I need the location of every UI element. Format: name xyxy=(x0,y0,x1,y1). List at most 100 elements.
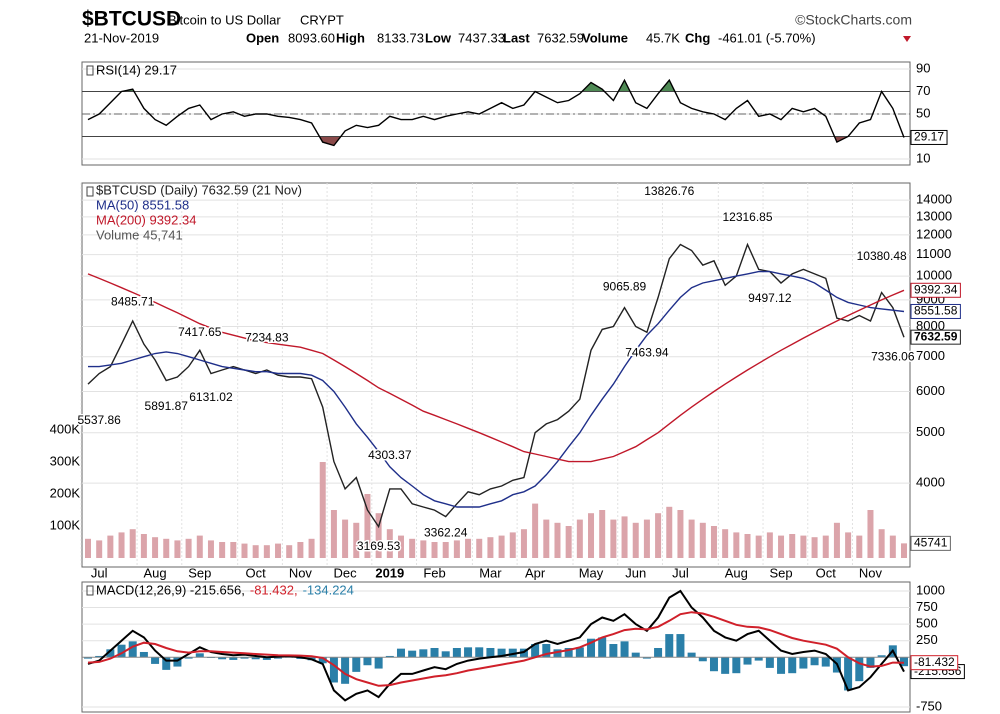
volume-bar xyxy=(286,545,293,558)
x-tick-label: Oct xyxy=(816,565,837,580)
panel-frame xyxy=(81,61,911,166)
annotation: 13826.76 xyxy=(644,184,694,198)
y-tick-label: 12000 xyxy=(916,226,952,241)
volume-bar xyxy=(722,529,729,558)
histogram-bar xyxy=(553,649,562,658)
volume-bar xyxy=(207,540,214,558)
y-tick-label: 14000 xyxy=(916,192,952,207)
volume-bar xyxy=(901,543,907,558)
volume-bar xyxy=(375,513,382,558)
histogram-bar xyxy=(173,657,182,667)
end-label: 9392.34 xyxy=(914,282,958,296)
histogram-bar xyxy=(821,657,830,667)
annotation: 7234.83 xyxy=(245,330,289,344)
volume-bar xyxy=(733,532,740,558)
volume-bar xyxy=(845,532,852,558)
volume-tick-label: 200K xyxy=(50,485,81,500)
volume-bar xyxy=(833,522,840,558)
x-tick-label: Nov xyxy=(859,565,883,580)
end-label-box xyxy=(910,282,961,298)
volume-bar xyxy=(822,535,829,558)
histogram-bar xyxy=(721,657,730,674)
annotation: 5537.86 xyxy=(77,413,121,427)
volume-bar xyxy=(353,522,360,558)
series-line xyxy=(87,78,905,147)
histogram-bar xyxy=(765,657,774,668)
histogram-bar xyxy=(810,657,819,666)
y-tick-label: -750 xyxy=(916,698,942,713)
volume-bar xyxy=(431,542,438,558)
histogram-bar xyxy=(866,657,875,668)
histogram-bar xyxy=(754,657,763,661)
histogram-bar xyxy=(139,651,148,658)
histogram-bar xyxy=(575,647,584,658)
legend-entry: Volume 45,741 xyxy=(96,227,183,242)
volume-bar xyxy=(107,535,114,558)
volume-bar xyxy=(342,519,349,558)
x-tick-label: Jul xyxy=(91,565,108,580)
volume-bar xyxy=(554,522,561,558)
histogram-bar xyxy=(251,657,260,660)
volume-bar xyxy=(230,542,237,558)
histogram-bar xyxy=(385,655,394,658)
x-tick-label: Jun xyxy=(625,565,646,580)
annotation: 4303.37 xyxy=(368,448,412,462)
x-tick-label: Sep xyxy=(188,565,211,580)
x-tick-label: Nov xyxy=(289,565,313,580)
y-tick-label: 750 xyxy=(916,599,938,614)
histogram-bar xyxy=(788,657,797,674)
series-line xyxy=(87,273,905,463)
histogram-bar xyxy=(329,657,338,683)
histogram-bar xyxy=(698,657,707,662)
histogram-bar xyxy=(687,652,696,658)
quote-label: Chg xyxy=(685,30,710,45)
volume-bar xyxy=(588,513,595,558)
histogram-bar xyxy=(799,657,808,669)
histogram-bar xyxy=(374,657,383,669)
end-label-box xyxy=(910,303,961,319)
end-label: 7632.59 xyxy=(914,329,958,343)
annotation: 7463.94 xyxy=(625,345,669,359)
legend-icon xyxy=(86,585,94,596)
volume-bar xyxy=(543,519,550,558)
volume-bar xyxy=(800,535,807,558)
y-tick-label: 250 xyxy=(916,632,938,647)
legend-entry: MA(50) 8551.58 xyxy=(96,197,189,212)
volume-tick-label: 400K xyxy=(50,421,81,436)
histogram-bar xyxy=(844,657,853,691)
source: ©StockCharts.com xyxy=(795,12,912,28)
volume-bar xyxy=(442,542,449,558)
annotation: 8485.71 xyxy=(111,294,155,308)
y-tick-label: 4000 xyxy=(916,475,945,490)
volume-bar xyxy=(386,529,393,558)
volume-bar xyxy=(610,519,617,558)
quote-label: Volume xyxy=(582,30,628,45)
histogram-bar xyxy=(531,644,540,658)
volume-bar xyxy=(688,519,695,558)
histogram-bar xyxy=(654,647,663,658)
end-label: 29.17 xyxy=(914,130,944,144)
y-tick-label: 13000 xyxy=(916,208,952,223)
annotation: 5891.87 xyxy=(145,399,189,413)
x-tick-label: Jul xyxy=(672,565,689,580)
quote-value: 7437.33 xyxy=(458,30,505,45)
quote-label: Open xyxy=(246,30,279,45)
volume-bar xyxy=(96,540,103,558)
y-tick-label: 70 xyxy=(916,83,930,98)
histogram-bar xyxy=(877,655,886,658)
exchange: CRYPT xyxy=(300,12,344,27)
histogram-bar xyxy=(743,657,752,665)
series-line xyxy=(87,611,905,687)
symbol: $BTCUSD xyxy=(82,8,181,31)
y-tick-label: 5000 xyxy=(916,424,945,439)
end-label: 45741 xyxy=(914,536,948,550)
volume-bar xyxy=(878,529,885,558)
annotation: 9497.12 xyxy=(748,291,792,305)
x-tick-label: May xyxy=(579,565,604,580)
histogram-bar xyxy=(162,657,171,670)
volume-bar xyxy=(241,543,248,558)
histogram-bar xyxy=(274,657,283,659)
volume-bar xyxy=(163,538,170,558)
histogram-bar xyxy=(84,657,92,659)
